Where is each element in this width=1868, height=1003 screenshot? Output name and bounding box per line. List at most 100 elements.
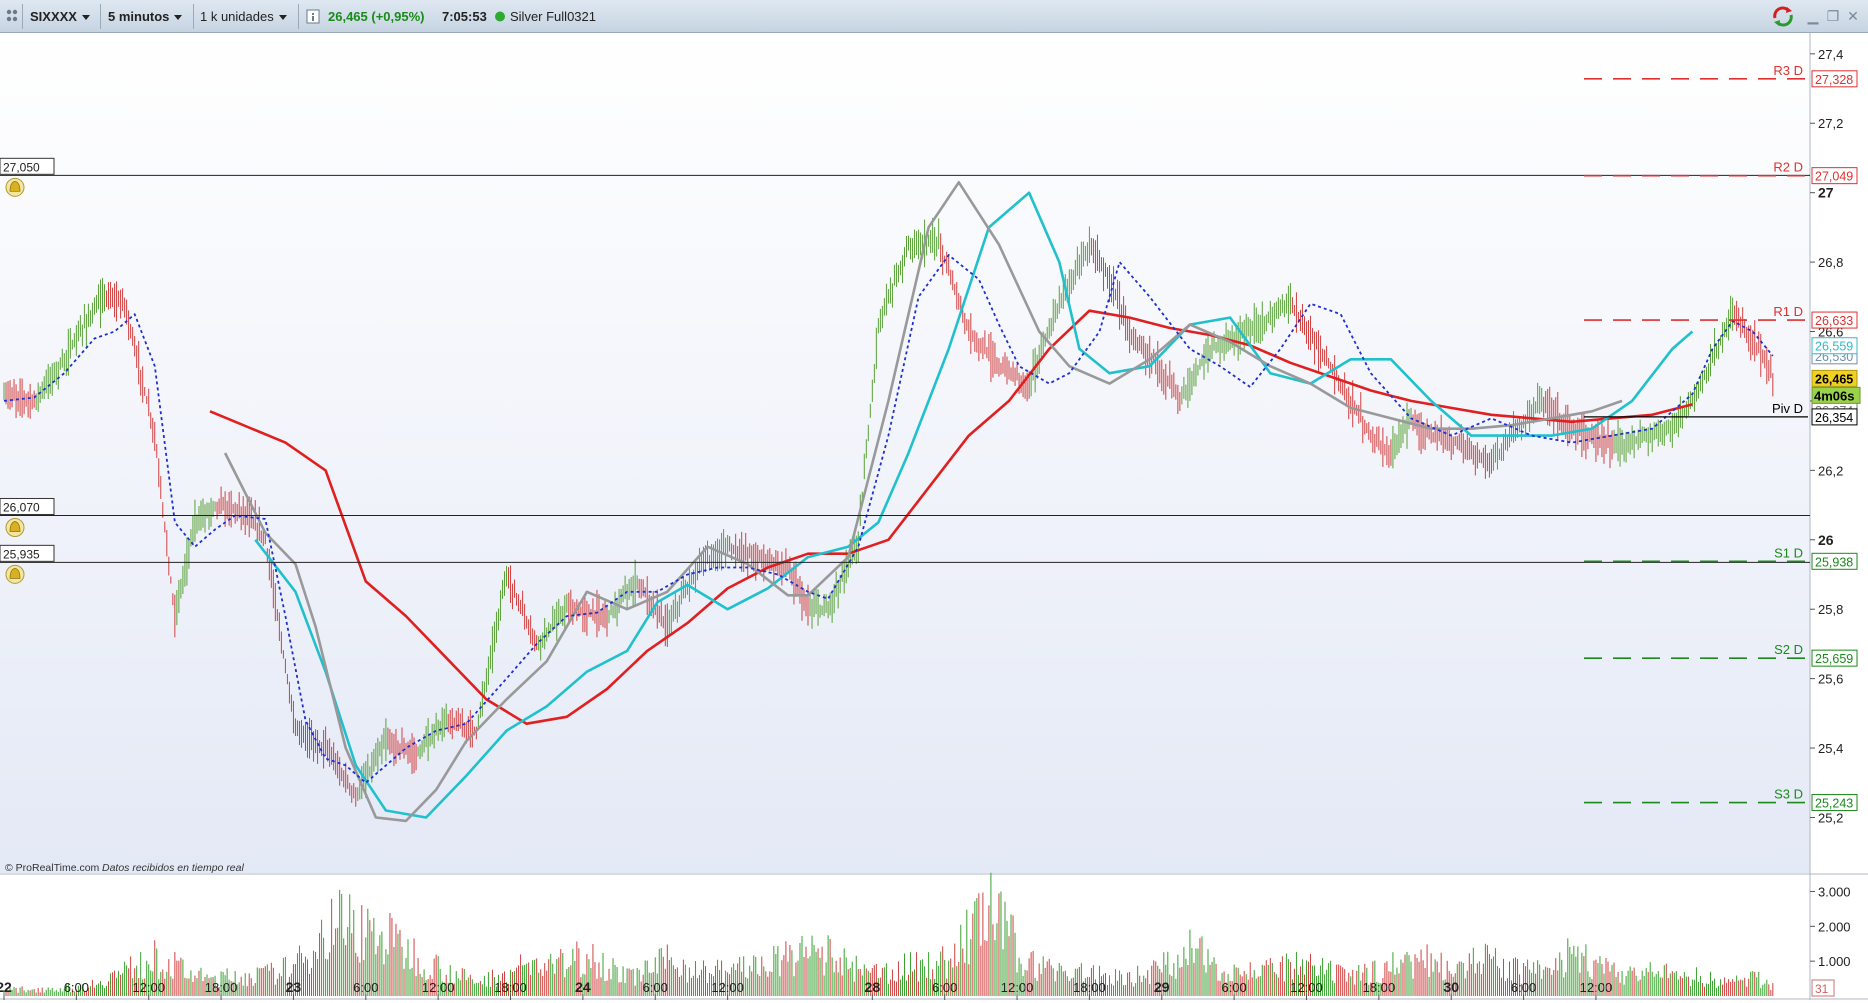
pivot-name: R2 D <box>1773 160 1803 175</box>
units-label: 1 k unidades <box>200 9 274 24</box>
ma-blue-dotted-line <box>3 254 1774 784</box>
y-tick-label: 27,4 <box>1818 47 1843 62</box>
y-tick-label: 25,2 <box>1818 810 1843 825</box>
pivot-price-label-box <box>1811 552 1858 570</box>
alert-label: 27,050 <box>3 160 40 174</box>
x-tick-label: 30 <box>1443 979 1459 995</box>
x-tick-label: 6:00 <box>1221 980 1246 995</box>
pivot-price-label: 26,633 <box>1815 314 1853 328</box>
current-price-label: 26,465 <box>1815 372 1853 386</box>
bell-icon[interactable] <box>5 177 25 197</box>
timeframe-selector[interactable]: 5 minutos <box>108 0 183 33</box>
chevron-down-icon <box>278 15 287 21</box>
indicator-price-label-box <box>1811 337 1858 355</box>
minimize-icon[interactable]: ▁ <box>1807 8 1819 24</box>
status-label: Silver Full0321 <box>510 9 596 24</box>
refresh-icon[interactable] <box>1770 0 1796 33</box>
pivot-name: S1 D <box>1774 545 1803 560</box>
pivot-price-label-box <box>1811 794 1858 812</box>
x-tick-label: 12:00 <box>1580 980 1613 995</box>
price-change: 26,465 (+0,95%) <box>328 9 425 24</box>
copyright-text: © ProRealTime.com <box>5 862 100 874</box>
alert-label: 25,935 <box>3 547 40 561</box>
volume-current-label: 31 <box>1815 982 1829 996</box>
x-tick-label: 6:00 <box>353 980 378 995</box>
main-panel-background <box>0 33 1810 873</box>
current-price-label-box <box>1811 369 1858 387</box>
y-tick-label: 25,6 <box>1818 672 1843 687</box>
x-tick-label: 6:00 <box>643 980 668 995</box>
chevron-down-icon <box>81 15 90 21</box>
x-tick-label: 6:00 <box>64 980 89 995</box>
alert-label-box <box>0 157 55 175</box>
y-tick-label: 27 <box>1818 185 1834 201</box>
pivot-name: S2 D <box>1774 642 1803 657</box>
y-tick-label: 26,8 <box>1818 255 1843 270</box>
countdown-label: 4m06s <box>1814 388 1854 403</box>
x-tick-label: 29 <box>1154 979 1170 995</box>
x-tick-label: 18:00 <box>1363 980 1396 995</box>
ma-cyan-line <box>254 191 1694 819</box>
restore-icon[interactable]: ❐ <box>1826 8 1840 24</box>
feed-note-text: Datos recibidos en tiempo real <box>102 862 244 874</box>
y-tick-label: 26,2 <box>1818 463 1843 478</box>
x-tick-label: 12:00 <box>1001 980 1034 995</box>
countdown-box <box>1811 386 1861 404</box>
price-bars <box>3 217 1774 807</box>
x-tick-label: 18:00 <box>205 980 238 995</box>
pivot-price-label-box <box>1811 70 1858 88</box>
pivot-price-label: 26,354 <box>1815 411 1853 425</box>
clock-time: 7:05:53 <box>442 9 487 24</box>
y-tick-label: 26 <box>1818 532 1834 548</box>
status-dot-icon <box>494 0 506 33</box>
y-tick-label: 25,4 <box>1818 741 1843 756</box>
volume-current-box <box>1811 979 1835 997</box>
pivot-price-label: 25,243 <box>1815 797 1853 811</box>
pivot-price-label-box <box>1811 311 1858 329</box>
timeframe-label: 5 minutos <box>108 9 170 24</box>
volume-tick-label: 1.000 <box>1818 954 1851 969</box>
x-tick-label: 6:00 <box>932 980 957 995</box>
units-selector[interactable]: 1 k unidades <box>200 0 287 33</box>
chart-area: 27,050 26,070 25,935 R3 D R2 D R1 D Piv D S1 D S… <box>0 33 1868 1000</box>
price-axis-background <box>1810 33 1868 1000</box>
volume-bars: 3.000 2.000 1.000 31 <box>3 872 1851 997</box>
alert-label-box <box>0 497 55 515</box>
volume-tick-label: 2.000 <box>1818 919 1851 934</box>
x-tick-label: 12:00 <box>1290 980 1323 995</box>
instrument-label: SIXXXX <box>30 9 77 24</box>
pivot-name: Piv D <box>1772 401 1803 416</box>
volume-tick-label: 3.000 <box>1818 884 1851 899</box>
x-tick-label: 6:00 <box>1511 980 1536 995</box>
instrument-selector[interactable]: SIXXXX <box>30 0 90 33</box>
x-tick-label: 28 <box>865 979 881 995</box>
y-tick-label: 27,2 <box>1818 116 1843 131</box>
x-tick-label: 23 <box>286 979 302 995</box>
alert-label: 26,070 <box>3 500 40 514</box>
x-tick-label: 18:00 <box>494 980 527 995</box>
pivot-price-label: 25,938 <box>1815 555 1853 569</box>
chevron-down-icon <box>174 15 183 21</box>
x-tick-label: 12:00 <box>422 980 455 995</box>
chart-toolbar: SIXXXX 5 minutos 1 k unidades 26,465 (+0… <box>0 0 1868 33</box>
x-tick-label: 24 <box>575 979 591 995</box>
price-chart[interactable]: 27,050 26,070 25,935 R3 D R2 D R1 D Piv D S1 D S… <box>0 33 1868 1000</box>
info-icon[interactable] <box>306 0 320 33</box>
pivot-and-alert-levels: 27,050 26,070 25,935 R3 D R2 D R1 D Piv D S1 D S… <box>0 63 1810 804</box>
pivot-price-label-box <box>1811 408 1858 426</box>
pivot-name: R3 D <box>1773 63 1803 78</box>
pivot-name: R1 D <box>1773 304 1803 319</box>
indicator-price-label: 26,559 <box>1815 340 1853 354</box>
grid-icon[interactable] <box>6 0 18 33</box>
time-axis: 22 6:00 12:00 18:00 23 6:00 12:00 18:00 24 6:00 12… <box>0 979 1612 1000</box>
pivot-name: S3 D <box>1774 787 1803 802</box>
y-tick-label: 25,8 <box>1818 602 1843 617</box>
x-tick-label: 12:00 <box>711 980 744 995</box>
alert-label-box <box>0 544 55 562</box>
indicator-lines <box>3 181 1774 823</box>
bell-icon[interactable] <box>5 564 25 584</box>
pivot-price-label: 25,659 <box>1815 652 1853 666</box>
close-icon[interactable]: ✕ <box>1847 8 1859 24</box>
x-tick-label: 18:00 <box>1073 980 1106 995</box>
bell-icon[interactable] <box>5 517 25 537</box>
